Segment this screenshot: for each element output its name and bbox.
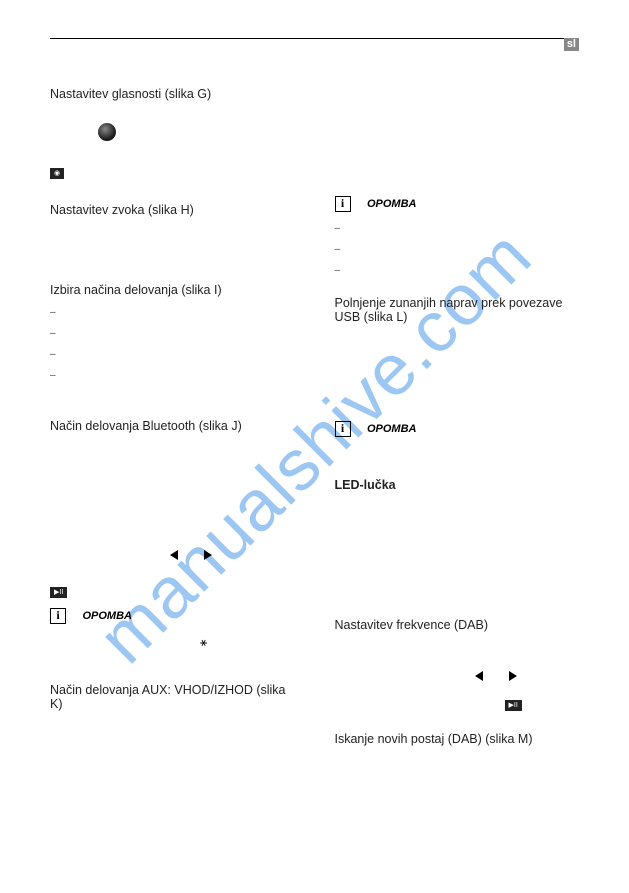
section-led: LED-lučka [335, 478, 580, 598]
section-volume: Nastavitev glasnosti (slika G) ◉ [50, 87, 295, 183]
section-aux: Način delovanja AUX: VHOD/IZHOD (slika K… [50, 683, 295, 711]
dab-arrows [475, 668, 580, 686]
bluetooth-icon: ⚹ [200, 635, 207, 650]
info-icon: i [335, 421, 351, 437]
knob-icon [98, 123, 116, 141]
two-columns: Nastavitev glasnosti (slika G) ◉ Nastavi… [50, 87, 579, 766]
heading-dab-freq: Nastavitev frekvence (DAB) [335, 618, 580, 632]
heading-aux: Način delovanja AUX: VHOD/IZHOD (slika K… [50, 683, 295, 711]
play-pause-icon: ▶II [505, 700, 522, 711]
play-pause-icon: ▶II [50, 587, 67, 598]
prev-icon [170, 550, 178, 560]
section-mode: Izbira načina delovanja (slika I) –––– [50, 283, 295, 381]
mute-icon: ◉ [50, 168, 64, 179]
section-bluetooth: Način delovanja Bluetooth (slika J) ▶II … [50, 419, 295, 651]
heading-dab-scan: Iskanje novih postaj (DAB) (slika M) [335, 732, 580, 746]
section-dab-freq: Nastavitev frekvence (DAB) ▶II [335, 618, 580, 712]
note-row-r1: i OPOMBA ––– [335, 195, 580, 276]
heading-bluetooth: Način delovanja Bluetooth (slika J) [50, 419, 295, 433]
heading-usb: Polnjenje zunanjih naprav prek povezave … [335, 296, 580, 324]
section-usb: Polnjenje zunanjih naprav prek povezave … [335, 296, 580, 400]
next-icon [509, 671, 517, 681]
prev-icon [475, 671, 483, 681]
heading-mode: Izbira načina delovanja (slika I) [50, 283, 295, 297]
right-column: i OPOMBA ––– Polnjenje zunanjih naprav p… [335, 87, 580, 766]
next-icon [204, 550, 212, 560]
note-row-r2: i OPOMBA [335, 420, 580, 438]
note-row-left: i OPOMBA [50, 607, 295, 625]
page-content: sl Nastavitev glasnosti (slika G) ◉ Nast… [0, 0, 629, 786]
mode-list: –––– [50, 307, 295, 381]
note-label-r1: OPOMBA [367, 198, 417, 210]
heading-sound: Nastavitev zvoka (slika H) [50, 203, 295, 217]
note-label-left: OPOMBA [82, 610, 132, 622]
top-rule: sl [50, 38, 579, 39]
prev-next-row [170, 547, 295, 565]
section-dab-scan: Iskanje novih postaj (DAB) (slika M) [335, 732, 580, 746]
note-list-r1: ––– [335, 223, 580, 276]
heading-led: LED-lučka [335, 478, 580, 492]
info-icon: i [50, 608, 66, 624]
info-icon: i [335, 196, 351, 212]
left-column: Nastavitev glasnosti (slika G) ◉ Nastavi… [50, 87, 295, 766]
language-badge: sl [564, 38, 579, 51]
note-label-r2: OPOMBA [367, 423, 417, 435]
heading-volume: Nastavitev glasnosti (slika G) [50, 87, 295, 101]
section-sound: Nastavitev zvoka (slika H) [50, 203, 295, 263]
